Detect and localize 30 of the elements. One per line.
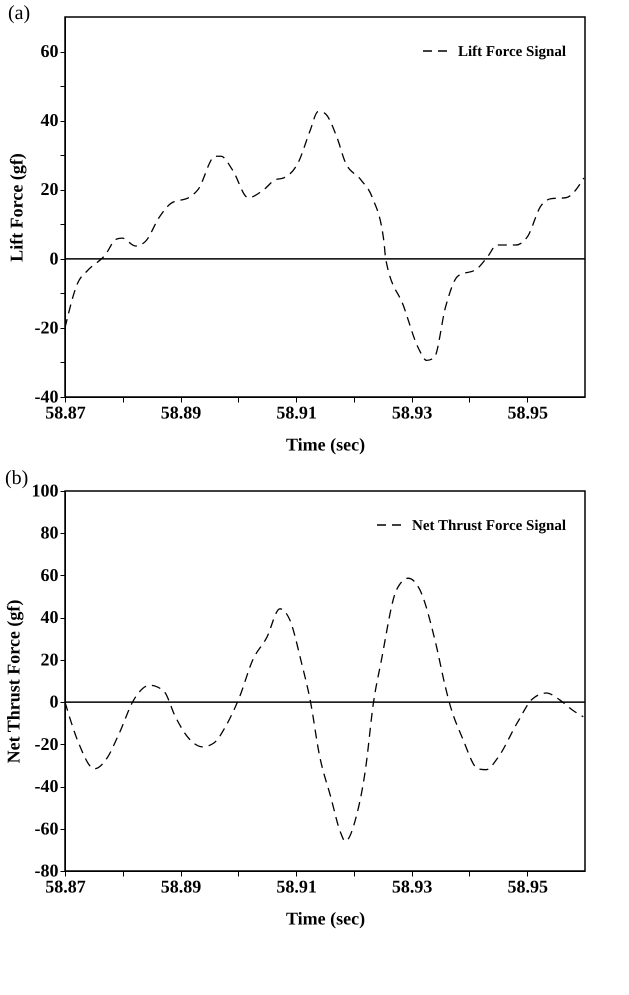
y-tick-label: -20 xyxy=(34,734,58,754)
x-tick-label: 58.93 xyxy=(392,876,432,896)
y-tick-label: -60 xyxy=(34,818,58,838)
x-tick-label: 58.89 xyxy=(160,402,202,422)
y-tick-label: 20 xyxy=(40,649,58,670)
y-tick-label: 40 xyxy=(40,607,58,628)
y-tick-label: 60 xyxy=(40,564,58,585)
y-tick-label: 100 xyxy=(32,480,58,500)
y-tick-label: 0 xyxy=(50,248,58,268)
x-tick-label: 58.91 xyxy=(276,876,317,896)
y-tick-label: 40 xyxy=(40,110,58,130)
y-axis-title: Net Thrust Force (gf) xyxy=(4,600,24,764)
y-tick-label: -20 xyxy=(34,317,58,338)
chart-title: (a) xyxy=(8,2,30,24)
y-axis-title: Lift Force (gf) xyxy=(6,153,27,262)
x-axis-title: Time (sec) xyxy=(286,434,366,454)
x-axis-title: Time (sec) xyxy=(286,908,366,928)
x-tick-label: 58.91 xyxy=(276,402,317,422)
y-tick-label: 0 xyxy=(50,692,58,712)
x-tick-label: 58.89 xyxy=(160,876,202,896)
x-tick-label: 58.95 xyxy=(507,402,548,422)
x-tick-label: 58.95 xyxy=(507,876,548,896)
legend-label: Lift Force Signal xyxy=(458,44,566,60)
y-tick-label: 80 xyxy=(40,522,58,543)
x-tick-label: 58.93 xyxy=(392,402,432,422)
y-tick-label: 20 xyxy=(40,179,58,200)
y-tick-label: -40 xyxy=(34,776,58,796)
chart-title: (b) xyxy=(5,467,28,489)
y-tick-label: 60 xyxy=(40,41,58,62)
legend-label: Net Thrust Force Signal xyxy=(412,518,566,534)
